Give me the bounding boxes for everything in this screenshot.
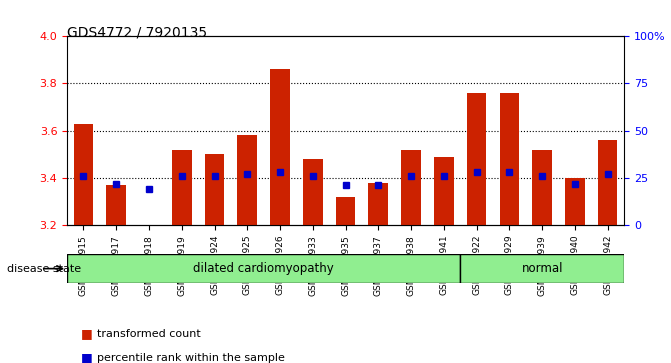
Bar bbox=[74, 124, 93, 225]
Bar bbox=[368, 183, 388, 225]
Text: ■: ■ bbox=[81, 327, 93, 340]
Bar bbox=[532, 150, 552, 225]
Text: GDS4772 / 7920135: GDS4772 / 7920135 bbox=[67, 25, 207, 40]
Bar bbox=[270, 69, 290, 225]
FancyBboxPatch shape bbox=[67, 254, 460, 283]
Text: normal: normal bbox=[521, 262, 563, 275]
Text: dilated cardiomyopathy: dilated cardiomyopathy bbox=[193, 262, 334, 275]
Bar bbox=[499, 93, 519, 225]
Bar bbox=[401, 150, 421, 225]
Bar bbox=[107, 185, 126, 225]
Bar bbox=[565, 178, 584, 225]
Bar bbox=[434, 157, 454, 225]
Bar bbox=[336, 197, 356, 225]
Bar bbox=[172, 150, 192, 225]
Text: ■: ■ bbox=[81, 351, 93, 363]
FancyBboxPatch shape bbox=[460, 254, 624, 283]
Bar bbox=[303, 159, 323, 225]
Bar bbox=[467, 93, 486, 225]
Bar bbox=[598, 140, 617, 225]
Text: percentile rank within the sample: percentile rank within the sample bbox=[97, 352, 285, 363]
Bar bbox=[205, 154, 224, 225]
Text: transformed count: transformed count bbox=[97, 329, 201, 339]
Bar bbox=[238, 135, 257, 225]
Text: disease state: disease state bbox=[7, 264, 81, 274]
